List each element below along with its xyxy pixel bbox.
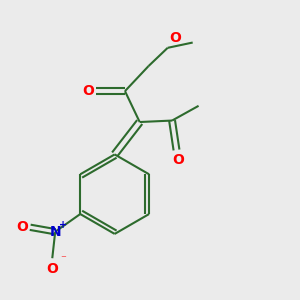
Text: O: O [16, 220, 28, 234]
Text: N: N [50, 225, 61, 239]
Text: ⁻: ⁻ [60, 255, 66, 265]
Text: O: O [46, 262, 58, 276]
Text: +: + [58, 220, 67, 230]
Text: O: O [172, 153, 184, 167]
Text: O: O [82, 84, 94, 98]
Text: O: O [169, 32, 181, 46]
